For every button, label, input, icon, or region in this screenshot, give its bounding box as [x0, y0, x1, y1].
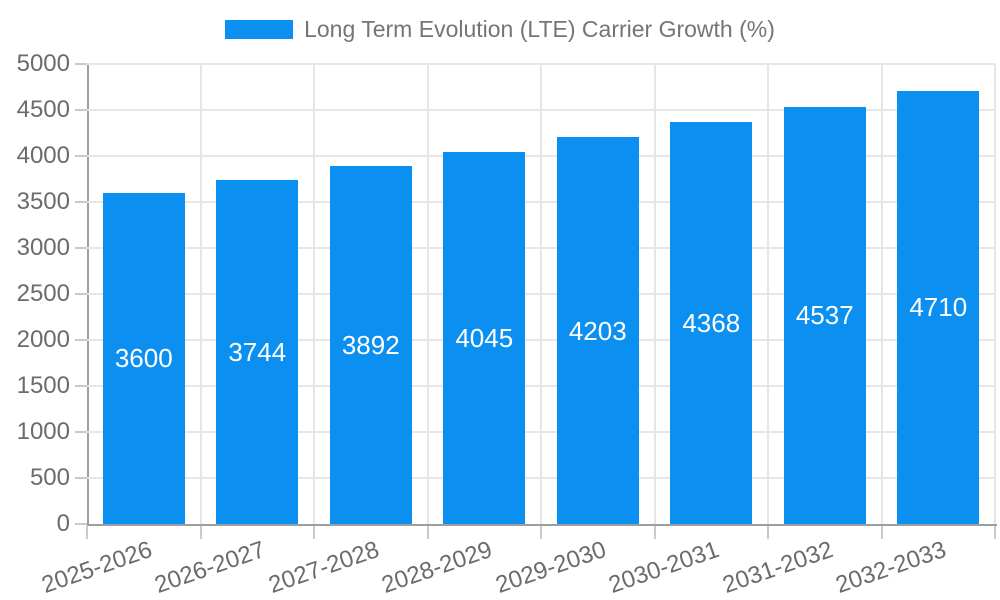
- y-tick-label: 4500: [16, 96, 70, 123]
- y-axis-tick: [75, 431, 87, 433]
- y-axis-tick: [75, 477, 87, 479]
- y-tick-label: 0: [56, 510, 70, 537]
- x-axis-tick: [880, 526, 883, 539]
- x-tick-label: 2028-2029: [378, 536, 497, 599]
- x-axis-tick: [199, 526, 202, 539]
- x-tick-label: 2029-2030: [492, 536, 610, 599]
- bar[interactable]: [783, 106, 866, 524]
- y-axis-tick: [75, 247, 87, 249]
- bar-value-label: 4368: [682, 308, 741, 339]
- x-tick-label: 2025-2026: [38, 536, 156, 599]
- vertical-gridline: [880, 64, 883, 524]
- bar-value-label: 4203: [568, 315, 627, 346]
- bar[interactable]: [670, 122, 753, 524]
- bar-value-label: 4710: [909, 292, 968, 323]
- y-axis-tick: [75, 385, 87, 387]
- y-tick-label: 500: [29, 464, 70, 491]
- bar[interactable]: [102, 192, 185, 524]
- x-axis-tick: [86, 526, 88, 539]
- vertical-gridline: [994, 64, 996, 524]
- y-axis-tick: [75, 339, 87, 341]
- bar[interactable]: [556, 137, 639, 524]
- y-tick-label: 4000: [16, 142, 70, 169]
- plot-area: [87, 64, 997, 526]
- vertical-gridline: [313, 64, 315, 524]
- bar-value-label: 4045: [455, 322, 514, 353]
- bar-value-label: 3744: [228, 336, 287, 367]
- y-axis-tick: [75, 155, 87, 157]
- vertical-gridline: [540, 64, 542, 524]
- vertical-gridline: [767, 64, 769, 524]
- y-tick-label: 1000: [16, 418, 70, 445]
- y-tick-label: 3000: [16, 234, 70, 261]
- y-tick-label: 2500: [16, 280, 70, 307]
- x-axis-tick: [994, 526, 996, 539]
- bar[interactable]: [329, 165, 412, 524]
- bar-value-label: 3892: [341, 329, 400, 360]
- bar[interactable]: [897, 90, 980, 524]
- y-tick-label: 2000: [16, 326, 70, 353]
- bar-value-label: 4537: [795, 300, 854, 331]
- x-tick-label: 2030-2031: [605, 536, 724, 599]
- vertical-gridline: [653, 64, 656, 524]
- bar[interactable]: [216, 179, 299, 524]
- bar[interactable]: [443, 151, 526, 524]
- legend-label: Long Term Evolution (LTE) Carrier Growth…: [304, 16, 775, 42]
- x-axis-tick: [540, 526, 542, 539]
- y-axis-tick: [75, 109, 87, 111]
- vertical-gridline: [426, 64, 429, 524]
- y-tick-label: 3500: [16, 188, 70, 215]
- chart-legend[interactable]: Long Term Evolution (LTE) Carrier Growth…: [0, 16, 1000, 43]
- y-axis-tick: [75, 523, 87, 525]
- x-tick-label: 2026-2027: [151, 536, 270, 599]
- x-axis-tick: [653, 526, 656, 539]
- x-tick-label: 2027-2028: [265, 536, 383, 599]
- y-tick-label: 1500: [16, 372, 70, 399]
- y-axis-tick: [75, 201, 87, 203]
- x-tick-label: 2032-2033: [832, 536, 951, 599]
- y-axis-tick: [75, 63, 87, 65]
- legend-color-swatch: [225, 20, 294, 39]
- x-axis-tick: [767, 526, 769, 539]
- x-tick-label: 2031-2032: [719, 536, 837, 599]
- x-axis-tick: [426, 526, 429, 539]
- bar-value-label: 3600: [114, 343, 173, 374]
- y-axis-tick: [75, 293, 87, 295]
- vertical-gridline: [199, 64, 202, 524]
- x-axis-tick: [313, 526, 315, 539]
- y-tick-label: 5000: [16, 50, 70, 77]
